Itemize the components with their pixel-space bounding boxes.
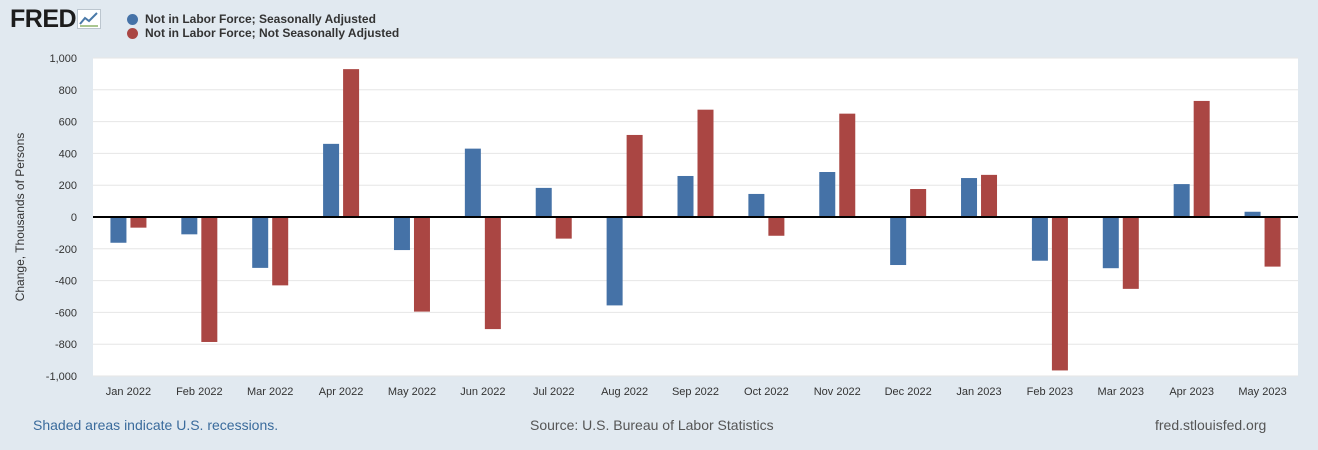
bar-nsa[interactable]	[768, 217, 785, 236]
legend-dot-sa	[127, 13, 138, 25]
bar-nsa[interactable]	[555, 217, 572, 239]
fred-logo[interactable]: FRED	[10, 5, 102, 33]
bar-nsa[interactable]	[343, 69, 360, 217]
legend-dot-nsa	[127, 27, 138, 39]
bar-nsa[interactable]	[1122, 217, 1139, 289]
y-tick-label: -1,000	[46, 371, 77, 383]
y-tick-label: 1,000	[49, 53, 77, 65]
y-tick-label: -400	[55, 276, 77, 288]
x-tick-label: Apr 2023	[1169, 386, 1214, 398]
y-tick-label: 800	[59, 85, 77, 97]
bar-sa[interactable]	[748, 193, 765, 217]
bar-nsa[interactable]	[981, 174, 998, 217]
bar-sa[interactable]	[181, 217, 198, 235]
x-tick-label: Mar 2023	[1098, 386, 1144, 398]
bar-sa[interactable]	[606, 217, 623, 306]
bar-nsa[interactable]	[1051, 217, 1068, 371]
bar-sa[interactable]	[1244, 211, 1261, 217]
x-tick-label: May 2023	[1238, 386, 1286, 398]
bar-sa[interactable]	[1031, 217, 1048, 261]
x-tick-label: Feb 2022	[176, 386, 222, 398]
site-link[interactable]: fred.stlouisfed.org	[1155, 417, 1267, 433]
bar-sa[interactable]	[677, 175, 694, 217]
x-tick-label: Apr 2022	[319, 386, 364, 398]
bar-nsa[interactable]	[1193, 100, 1210, 217]
bar-nsa[interactable]	[413, 217, 430, 312]
y-tick-label: 200	[59, 180, 77, 192]
bar-sa[interactable]	[110, 217, 127, 243]
source-note: Source: U.S. Bureau of Labor Statistics	[530, 417, 774, 433]
logo-text: FRED	[10, 5, 77, 33]
x-tick-label: May 2022	[388, 386, 436, 398]
x-tick-label: Aug 2022	[601, 386, 648, 398]
x-tick-labels: Jan 2022 Feb 2022 Mar 2022 Apr 2022 May 2022…	[106, 386, 1287, 398]
chart-line-icon	[77, 9, 102, 29]
y-tick-label: -800	[55, 339, 77, 351]
legend-label-nsa: Not in Labor Force; Not Seasonally Adjus…	[145, 26, 400, 40]
x-tick-label: Jan 2022	[106, 386, 151, 398]
bar-sa[interactable]	[819, 172, 836, 217]
x-tick-label: Jul 2022	[533, 386, 575, 398]
bar-sa[interactable]	[1102, 217, 1119, 269]
bar-nsa[interactable]	[484, 217, 501, 330]
bar-sa[interactable]	[252, 217, 269, 268]
bar-sa[interactable]	[1173, 184, 1190, 217]
bar-sa[interactable]	[393, 217, 410, 251]
x-tick-label: Dec 2022	[885, 386, 932, 398]
legend-item-nsa[interactable]: Not in Labor Force; Not Seasonally Adjus…	[127, 26, 399, 40]
chart-area: 1,000 800 600 400 200 0 -200 -400 -600 -800 -1,000…	[13, 53, 1298, 398]
y-axis-label: Change, Thousands of Persons	[13, 133, 27, 302]
y-tick-label: 600	[59, 117, 77, 129]
bar-sa[interactable]	[323, 143, 340, 217]
bar-sa[interactable]	[535, 187, 552, 217]
legend-label-sa: Not in Labor Force; Seasonally Adjusted	[145, 12, 376, 26]
legend: Not in Labor Force; Seasonally Adjusted …	[127, 12, 399, 40]
x-tick-label: Mar 2022	[247, 386, 293, 398]
x-tick-label: Jan 2023	[956, 386, 1001, 398]
x-tick-label: Feb 2023	[1027, 386, 1073, 398]
recession-note: Shaded areas indicate U.S. recessions.	[33, 417, 279, 433]
bar-nsa[interactable]	[839, 113, 856, 217]
bar-nsa[interactable]	[272, 217, 289, 286]
bar-nsa[interactable]	[201, 217, 218, 342]
x-tick-label: Oct 2022	[744, 386, 789, 398]
y-tick-label: 400	[59, 148, 77, 160]
x-tick-label: Sep 2022	[672, 386, 719, 398]
bar-nsa[interactable]	[697, 109, 714, 217]
bar-sa[interactable]	[890, 217, 907, 266]
legend-item-sa[interactable]: Not in Labor Force; Seasonally Adjusted	[127, 12, 399, 26]
bar-nsa[interactable]	[626, 134, 643, 217]
y-tick-label: -600	[55, 307, 77, 319]
y-tick-label: 0	[71, 212, 77, 224]
bars	[110, 69, 1281, 371]
x-tick-label: Nov 2022	[814, 386, 861, 398]
y-tick-labels: 1,000 800 600 400 200 0 -200 -400 -600 -800 -1,000	[46, 53, 77, 383]
bar-nsa[interactable]	[1264, 217, 1281, 267]
bar-nsa[interactable]	[130, 217, 147, 228]
x-tick-label: Jun 2022	[460, 386, 505, 398]
y-tick-label: -200	[55, 244, 77, 256]
bar-sa[interactable]	[464, 148, 481, 217]
bar-nsa[interactable]	[910, 189, 927, 217]
bar-sa[interactable]	[961, 178, 978, 217]
